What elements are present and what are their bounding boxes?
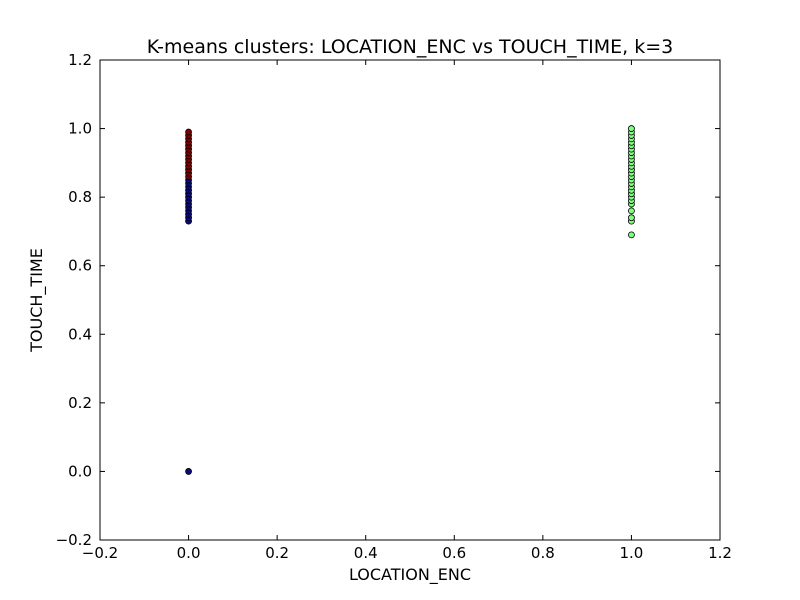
x-tick-label: −0.2: [82, 544, 118, 562]
y-tick-label: 0.6: [68, 257, 92, 275]
y-tick-label: 1.0: [68, 120, 92, 138]
x-tick-label: 0.8: [531, 544, 555, 562]
ticks-layer: −0.2 0.0 0.2 0.4 0.6 0.8 1.0 1.2 −0.2 0.0 0.2 0.4 0.…: [56, 51, 732, 562]
y-tick-label: −0.2: [56, 531, 92, 549]
y-tick-label: 1.2: [68, 51, 92, 69]
x-tick-label: 1.2: [708, 544, 732, 562]
y-tick-label: 0.2: [68, 394, 92, 412]
data-point: [628, 231, 635, 239]
data-point: [185, 128, 192, 136]
x-tick-label: 0.4: [354, 544, 378, 562]
plot-frame: [99, 59, 721, 541]
data-point: [185, 468, 192, 475]
y-tick-label: 0.8: [68, 188, 92, 206]
data-point: [628, 214, 635, 222]
x-tick-label: 1.0: [619, 544, 643, 562]
y-tick-label: 0.0: [68, 462, 92, 480]
x-tick-label: 0.2: [265, 544, 289, 562]
x-axis-label: LOCATION_ENC: [349, 565, 471, 585]
x-tick-label: 0.0: [177, 544, 201, 562]
data-point: [628, 125, 635, 132]
chart-title: K-means clusters: LOCATION_ENC vs TOUCH_…: [147, 36, 674, 58]
points-layer: [185, 125, 635, 475]
data-point: [628, 207, 635, 215]
y-axis-label: TOUCH_TIME: [27, 248, 47, 353]
x-tick-label: 0.6: [442, 544, 466, 562]
y-tick-label: 0.4: [68, 325, 92, 343]
